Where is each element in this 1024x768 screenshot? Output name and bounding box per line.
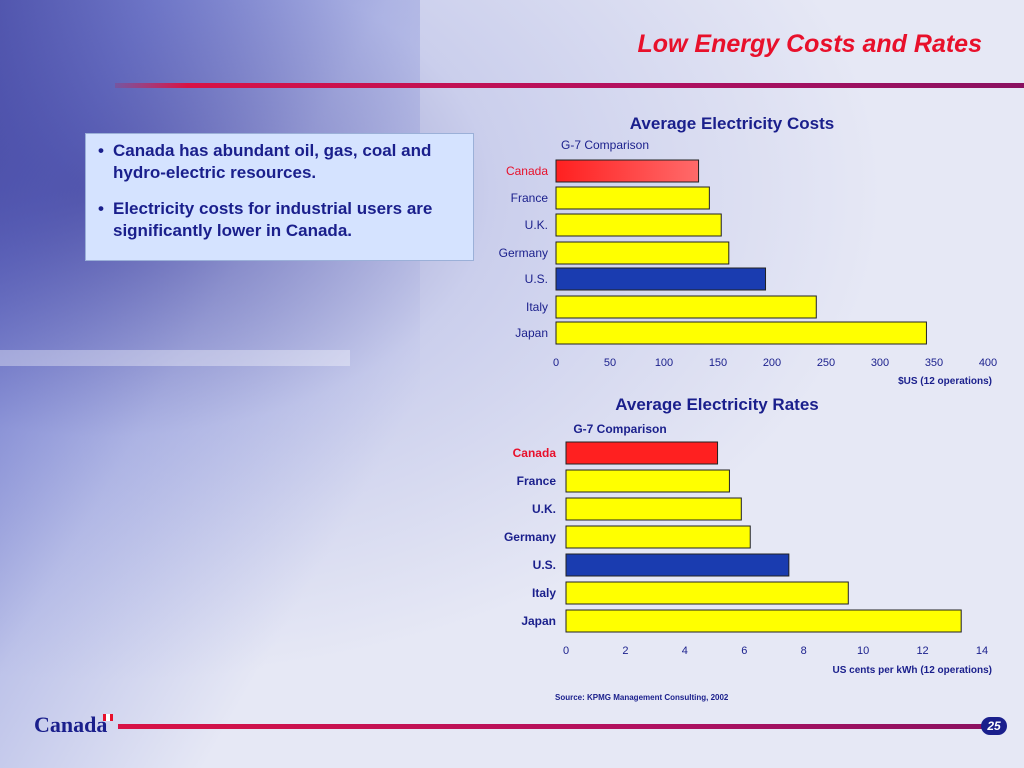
x-tick-label: 350 <box>925 357 943 369</box>
category-label: Italy <box>526 300 548 314</box>
x-tick-label: 300 <box>871 357 889 369</box>
x-tick-label: 8 <box>801 645 807 657</box>
category-label: Canada <box>506 164 548 178</box>
bullet-text: Electricity costs for industrial users a… <box>113 199 433 240</box>
bullet-marker: • <box>98 141 104 160</box>
bar-uk <box>555 213 722 237</box>
category-label: U.S. <box>525 272 548 286</box>
x-tick-label: 10 <box>857 645 869 657</box>
bar-germany <box>555 241 730 265</box>
category-label: Italy <box>532 586 556 600</box>
footer-divider <box>118 724 998 729</box>
chart-subtitle: G-7 Comparison <box>573 422 666 436</box>
category-label: Germany <box>504 530 556 544</box>
chart-subtitle: G-7 Comparison <box>561 138 649 152</box>
x-tick-label: 200 <box>763 357 781 369</box>
bar-france <box>565 469 730 493</box>
bar-italy <box>565 581 849 605</box>
title-divider <box>115 83 1024 88</box>
bar-canada <box>555 159 700 183</box>
bar-uk <box>565 497 742 521</box>
page-number: 25 <box>981 717 1007 735</box>
x-tick-label: 150 <box>709 357 727 369</box>
category-label: U.K. <box>525 218 548 232</box>
bar-france <box>555 186 710 210</box>
bullet-text: Canada has abundant oil, gas, coal and h… <box>113 141 432 182</box>
source-note: Source: KPMG Management Consulting, 2002 <box>555 693 729 702</box>
slide-title: Low Energy Costs and Rates <box>637 30 982 58</box>
category-label: Japan <box>521 614 556 628</box>
bar-japan <box>565 609 962 633</box>
x-axis-label: $US (12 operations) <box>898 376 992 387</box>
bar-japan <box>555 321 927 345</box>
category-label: Canada <box>513 446 557 460</box>
background-band <box>0 350 350 366</box>
x-tick-label: 12 <box>916 645 928 657</box>
x-tick-label: 0 <box>553 357 559 369</box>
category-label: Germany <box>499 246 548 260</box>
footer-brand: Canada <box>34 712 108 737</box>
bullet-item: • Canada has abundant oil, gas, coal and… <box>98 140 463 184</box>
bar-us <box>555 267 767 291</box>
bar-canada <box>565 441 719 465</box>
x-tick-label: 14 <box>976 645 988 657</box>
x-tick-label: 4 <box>682 645 688 657</box>
bar-italy <box>555 295 817 319</box>
bullet-marker: • <box>98 199 104 218</box>
x-tick-label: 2 <box>622 645 628 657</box>
x-tick-label: 400 <box>979 357 997 369</box>
bullet-box: • Canada has abundant oil, gas, coal and… <box>85 133 474 261</box>
category-label: Japan <box>515 326 548 340</box>
category-label: U.K. <box>532 502 556 516</box>
bullet-item: • Electricity costs for industrial users… <box>98 198 463 242</box>
chart-title: Average Electricity Costs <box>630 114 834 133</box>
bar-us <box>565 553 790 577</box>
x-tick-label: 250 <box>817 357 835 369</box>
x-axis-label: US cents per kWh (12 operations) <box>833 665 992 676</box>
category-label: France <box>511 191 549 205</box>
x-tick-label: 0 <box>563 645 569 657</box>
category-label: France <box>517 474 557 488</box>
x-tick-label: 100 <box>655 357 673 369</box>
bar-germany <box>565 525 751 549</box>
x-tick-label: 6 <box>741 645 747 657</box>
flag-icon <box>103 714 113 721</box>
x-tick-label: 50 <box>604 357 616 369</box>
category-label: U.S. <box>533 558 556 572</box>
chart-title: Average Electricity Rates <box>615 395 818 414</box>
